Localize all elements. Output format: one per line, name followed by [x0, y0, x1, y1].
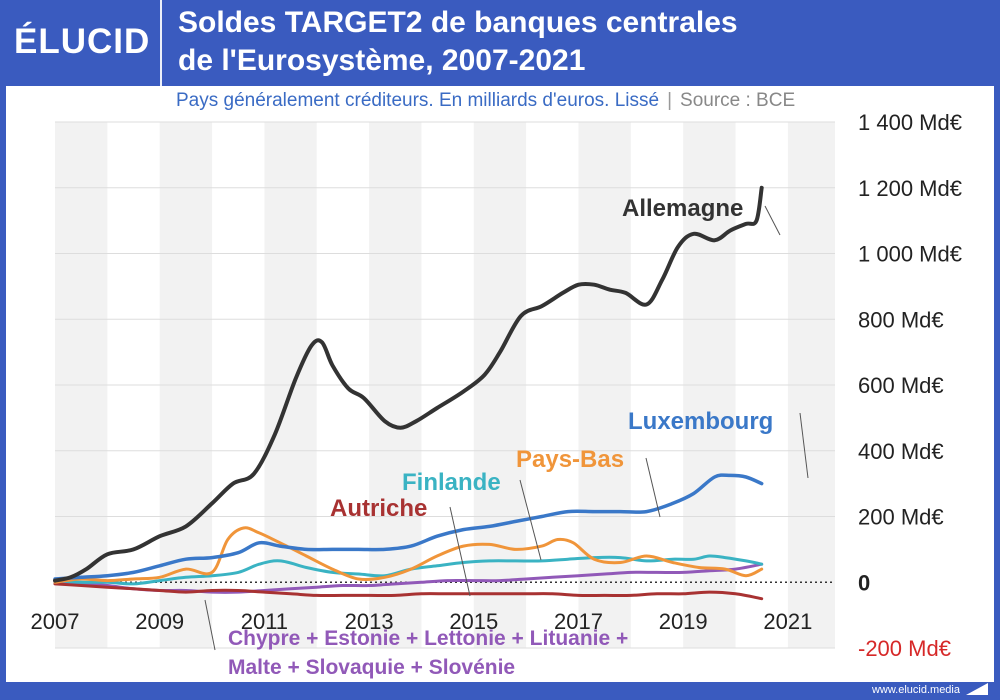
- x-tick-label: 2007: [31, 609, 80, 634]
- elucid-mark-icon: [966, 683, 988, 695]
- x-tick-label: 2021: [763, 609, 812, 634]
- subtitle-row: Pays généralement créditeurs. En milliar…: [176, 90, 795, 112]
- series-line-luxembourg: [53, 473, 764, 581]
- y-tick-label: -200 Md€: [858, 636, 951, 661]
- series-label-autriche: Autriche: [330, 495, 427, 522]
- series-label-autres-line-1: Chypre + Estonie + Lettonie + Lituanie +: [228, 627, 628, 650]
- elucid-logo: ÉLUCID: [14, 22, 151, 61]
- series-label-finlande: Finlande: [402, 469, 501, 496]
- y-tick-label: 400 Md€: [858, 439, 944, 464]
- y-tick-label: 1 400 Md€: [858, 110, 962, 135]
- y-tick-label: 1 200 Md€: [858, 176, 962, 201]
- x-tick-label: 2019: [659, 609, 708, 634]
- chart-title-line-2: de l'Eurosystème, 2007-2021: [178, 44, 586, 77]
- x-tick-label: 2009: [135, 609, 184, 634]
- series-label-allemagne: Allemagne: [622, 195, 743, 222]
- x-tick-label: 2017: [554, 609, 603, 634]
- x-tick-label: 2011: [241, 609, 288, 634]
- y-tick-label: 600 Md€: [858, 373, 944, 398]
- leader-line: [799, 412, 809, 479]
- leader-line: [519, 479, 542, 561]
- chart-title-line-1: Soldes TARGET2 de banques centrales: [178, 6, 738, 39]
- leader-line: [645, 457, 661, 518]
- y-tick-label: 0: [858, 570, 870, 595]
- series-label-pays-bas: Pays-Bas: [516, 446, 624, 473]
- leader-line: [764, 205, 781, 236]
- header-bar: ÉLUCID Soldes TARGET2 de banques central…: [0, 0, 1000, 86]
- chart-subtitle: Pays généralement créditeurs. En milliar…: [176, 90, 660, 111]
- series-label-autres-line-2: Malte + Slovaquie + Slovénie: [228, 656, 515, 679]
- leader-line: [204, 599, 216, 651]
- header-divider: [160, 0, 162, 86]
- footer-url: www.elucid.media: [871, 684, 960, 696]
- x-tick-label: 2015: [449, 609, 498, 634]
- series-line-finlande: [53, 554, 764, 586]
- series-line-allemagne: [53, 185, 764, 583]
- x-tick-label: 2013: [345, 609, 394, 634]
- chart-source: Source : BCE: [680, 90, 796, 111]
- subtitle-separator: |: [667, 90, 673, 111]
- leader-line: [449, 506, 471, 597]
- series-line-autriche: [53, 582, 764, 601]
- y-tick-label: 200 Md€: [858, 505, 944, 530]
- series-label-luxembourg: Luxembourg: [628, 408, 773, 435]
- y-tick-label: 800 Md€: [858, 307, 944, 332]
- y-tick-label: 1 000 Md€: [858, 242, 962, 267]
- series-line-pays-bas: [53, 526, 764, 584]
